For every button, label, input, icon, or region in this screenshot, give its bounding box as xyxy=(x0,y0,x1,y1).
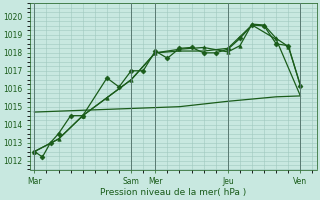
X-axis label: Pression niveau de la mer( hPa ): Pression niveau de la mer( hPa ) xyxy=(100,188,247,197)
